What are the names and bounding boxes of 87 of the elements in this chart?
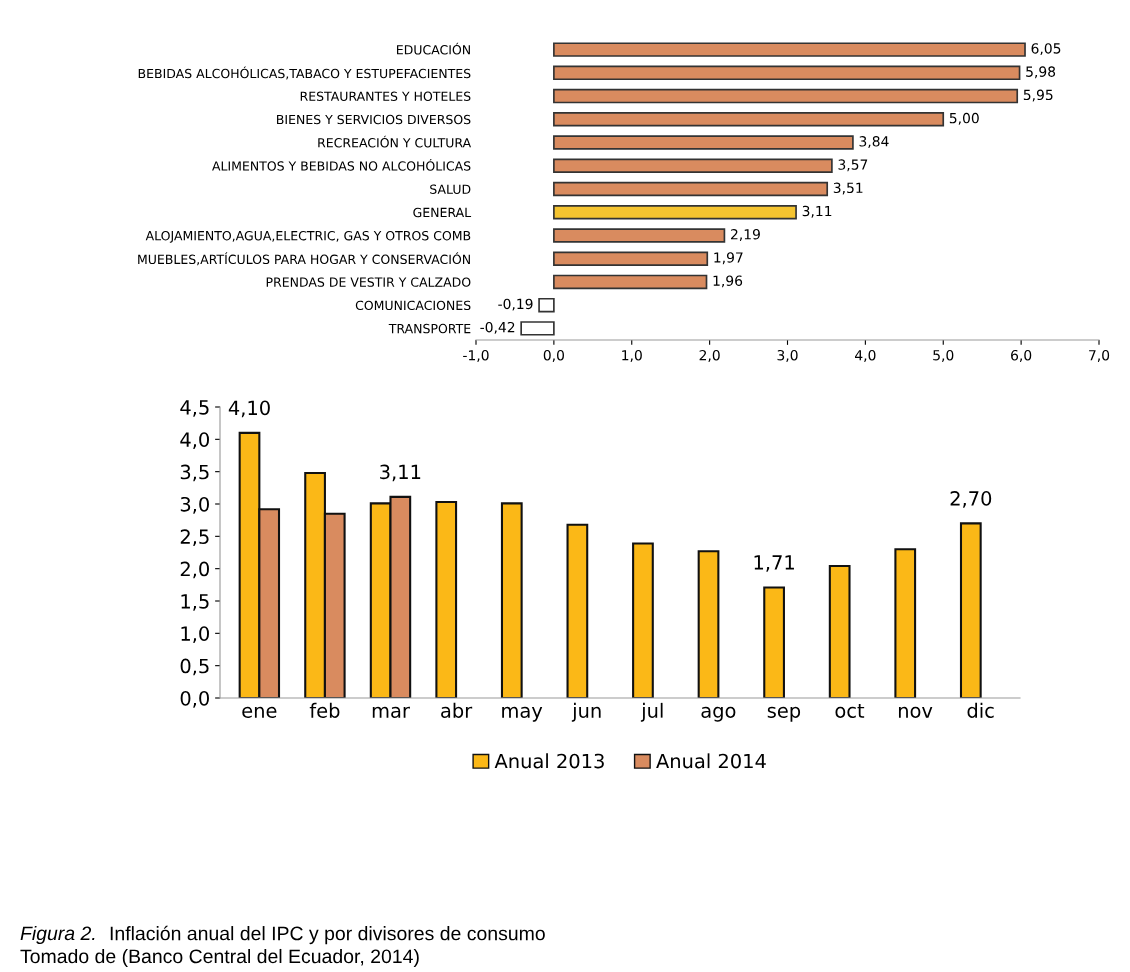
y-tick-label: BEBIDAS ALCOHÓLICAS,TABACO Y ESTUPEFACIENTES xyxy=(138,66,471,80)
x-tick-label: mar xyxy=(372,706,410,718)
bar xyxy=(959,522,982,698)
x-tick-label: abr xyxy=(441,702,473,718)
x-tick-label: may xyxy=(502,706,543,722)
data-label: 3,11 xyxy=(802,205,832,218)
bar xyxy=(553,274,708,290)
bar xyxy=(435,501,458,698)
data-label: 1,71 xyxy=(754,555,794,572)
bar xyxy=(553,112,945,127)
x-tick-label: oct xyxy=(835,703,865,718)
data-label: 2,70 xyxy=(950,491,992,508)
data-label: 1,97 xyxy=(714,252,743,265)
y-tick-label: 3,0 xyxy=(180,496,209,514)
bar xyxy=(538,297,555,313)
x-tick-label: nov xyxy=(898,706,933,718)
y-tick-label: RESTAURANTES Y HOTELES xyxy=(300,91,471,101)
y-tick-label: 2,5 xyxy=(180,529,209,546)
x-tick-label: sep xyxy=(767,706,801,722)
bar xyxy=(763,586,785,698)
x-tick-label: 3,0 xyxy=(777,349,798,362)
bar xyxy=(520,321,555,336)
x-tick-label: 6,0 xyxy=(1011,349,1032,362)
data-label: 1,96 xyxy=(713,275,743,288)
text: Figura 2. xyxy=(20,925,95,945)
x-tick-label: ago xyxy=(701,706,736,722)
y-tick-label: 1,0 xyxy=(181,626,209,643)
bar xyxy=(553,42,1026,57)
y-tick-label: MUEBLES,ARTÍCULOS PARA HOGAR Y CONSERVACIÓN xyxy=(138,252,470,266)
y-tick-label: COMUNICACIONES xyxy=(355,300,471,311)
bar xyxy=(553,135,854,150)
bar xyxy=(500,502,523,698)
x-tick-label: dic xyxy=(967,702,994,718)
data-label: 5,00 xyxy=(949,112,979,125)
data-label: 3,51 xyxy=(833,182,863,195)
x-tick-label: feb xyxy=(309,702,340,718)
y-tick-label: 1,5 xyxy=(181,594,209,611)
text: Tomado de (Banco Central del Ecuador, 2014) xyxy=(20,948,419,968)
y-tick-label: 0,5 xyxy=(180,658,209,676)
x-tick-label: ene xyxy=(242,706,277,718)
data-label: -0,19 xyxy=(498,298,533,311)
x-tick-label: jul xyxy=(640,702,663,722)
y-tick-label: RECREACIÓN Y CULTURA xyxy=(318,135,472,148)
y-tick-label: 3,5 xyxy=(180,464,209,482)
y-tick-label: GENERAL xyxy=(413,207,472,218)
bar xyxy=(553,158,833,173)
x-tick-label: -1,0 xyxy=(463,349,489,362)
y-tick-label: ALOJAMIENTO,AGUA,ELECTRIC, GAS Y OTROS COMB xyxy=(145,230,471,243)
y-tick-label: TRANSPORTE xyxy=(388,323,471,334)
bar xyxy=(553,251,709,266)
y-tick-label: 4,0 xyxy=(180,432,209,449)
data-label: 3,84 xyxy=(859,136,889,148)
y-tick-label: SALUD xyxy=(430,184,471,194)
data-label: 3,11 xyxy=(380,464,421,482)
x-tick-label: 0,0 xyxy=(543,349,564,362)
legend-label: Anual 2014 xyxy=(656,753,766,769)
data-label: -0,42 xyxy=(480,321,515,334)
bar xyxy=(566,523,589,698)
text: Inflación anual del IPC y por divisores de consumo xyxy=(110,925,545,945)
x-tick-label: jun xyxy=(571,702,601,722)
legend-label: Anual 2013 xyxy=(494,753,604,769)
data-label: 5,95 xyxy=(1023,89,1053,102)
x-tick-label: 4,0 xyxy=(855,349,876,362)
data-label: 3,57 xyxy=(838,159,868,172)
y-tick-label: PRENDAS DE VESTIR Y CALZADO xyxy=(266,277,471,287)
bar xyxy=(632,542,654,698)
x-tick-label: 7,0 xyxy=(1089,349,1110,362)
bar xyxy=(553,228,726,243)
x-tick-label: 1,0 xyxy=(622,349,642,362)
y-tick-label: 2,0 xyxy=(180,561,209,579)
x-tick-label: 2,0 xyxy=(699,349,720,362)
data-label: 4,10 xyxy=(228,400,270,418)
y-tick-label: ALIMENTOS Y BEBIDAS NO ALCOHÓLICAS xyxy=(212,158,471,171)
y-tick-label: EDUCACIÓN xyxy=(397,42,470,55)
data-label: 2,19 xyxy=(730,228,760,241)
y-tick-label: BIENES Y SERVICIOS DIVERSOS xyxy=(277,114,471,125)
data-label: 6,05 xyxy=(1031,43,1061,56)
x-tick-label: 5,0 xyxy=(933,349,954,362)
bar xyxy=(553,65,1021,81)
bar xyxy=(697,550,720,698)
bar xyxy=(553,181,829,197)
data-label: 5,98 xyxy=(1026,66,1056,79)
bar xyxy=(894,548,917,698)
y-tick-label: 4,5 xyxy=(180,400,209,417)
bar xyxy=(828,565,851,698)
bar xyxy=(553,205,797,220)
bar xyxy=(553,88,1019,104)
